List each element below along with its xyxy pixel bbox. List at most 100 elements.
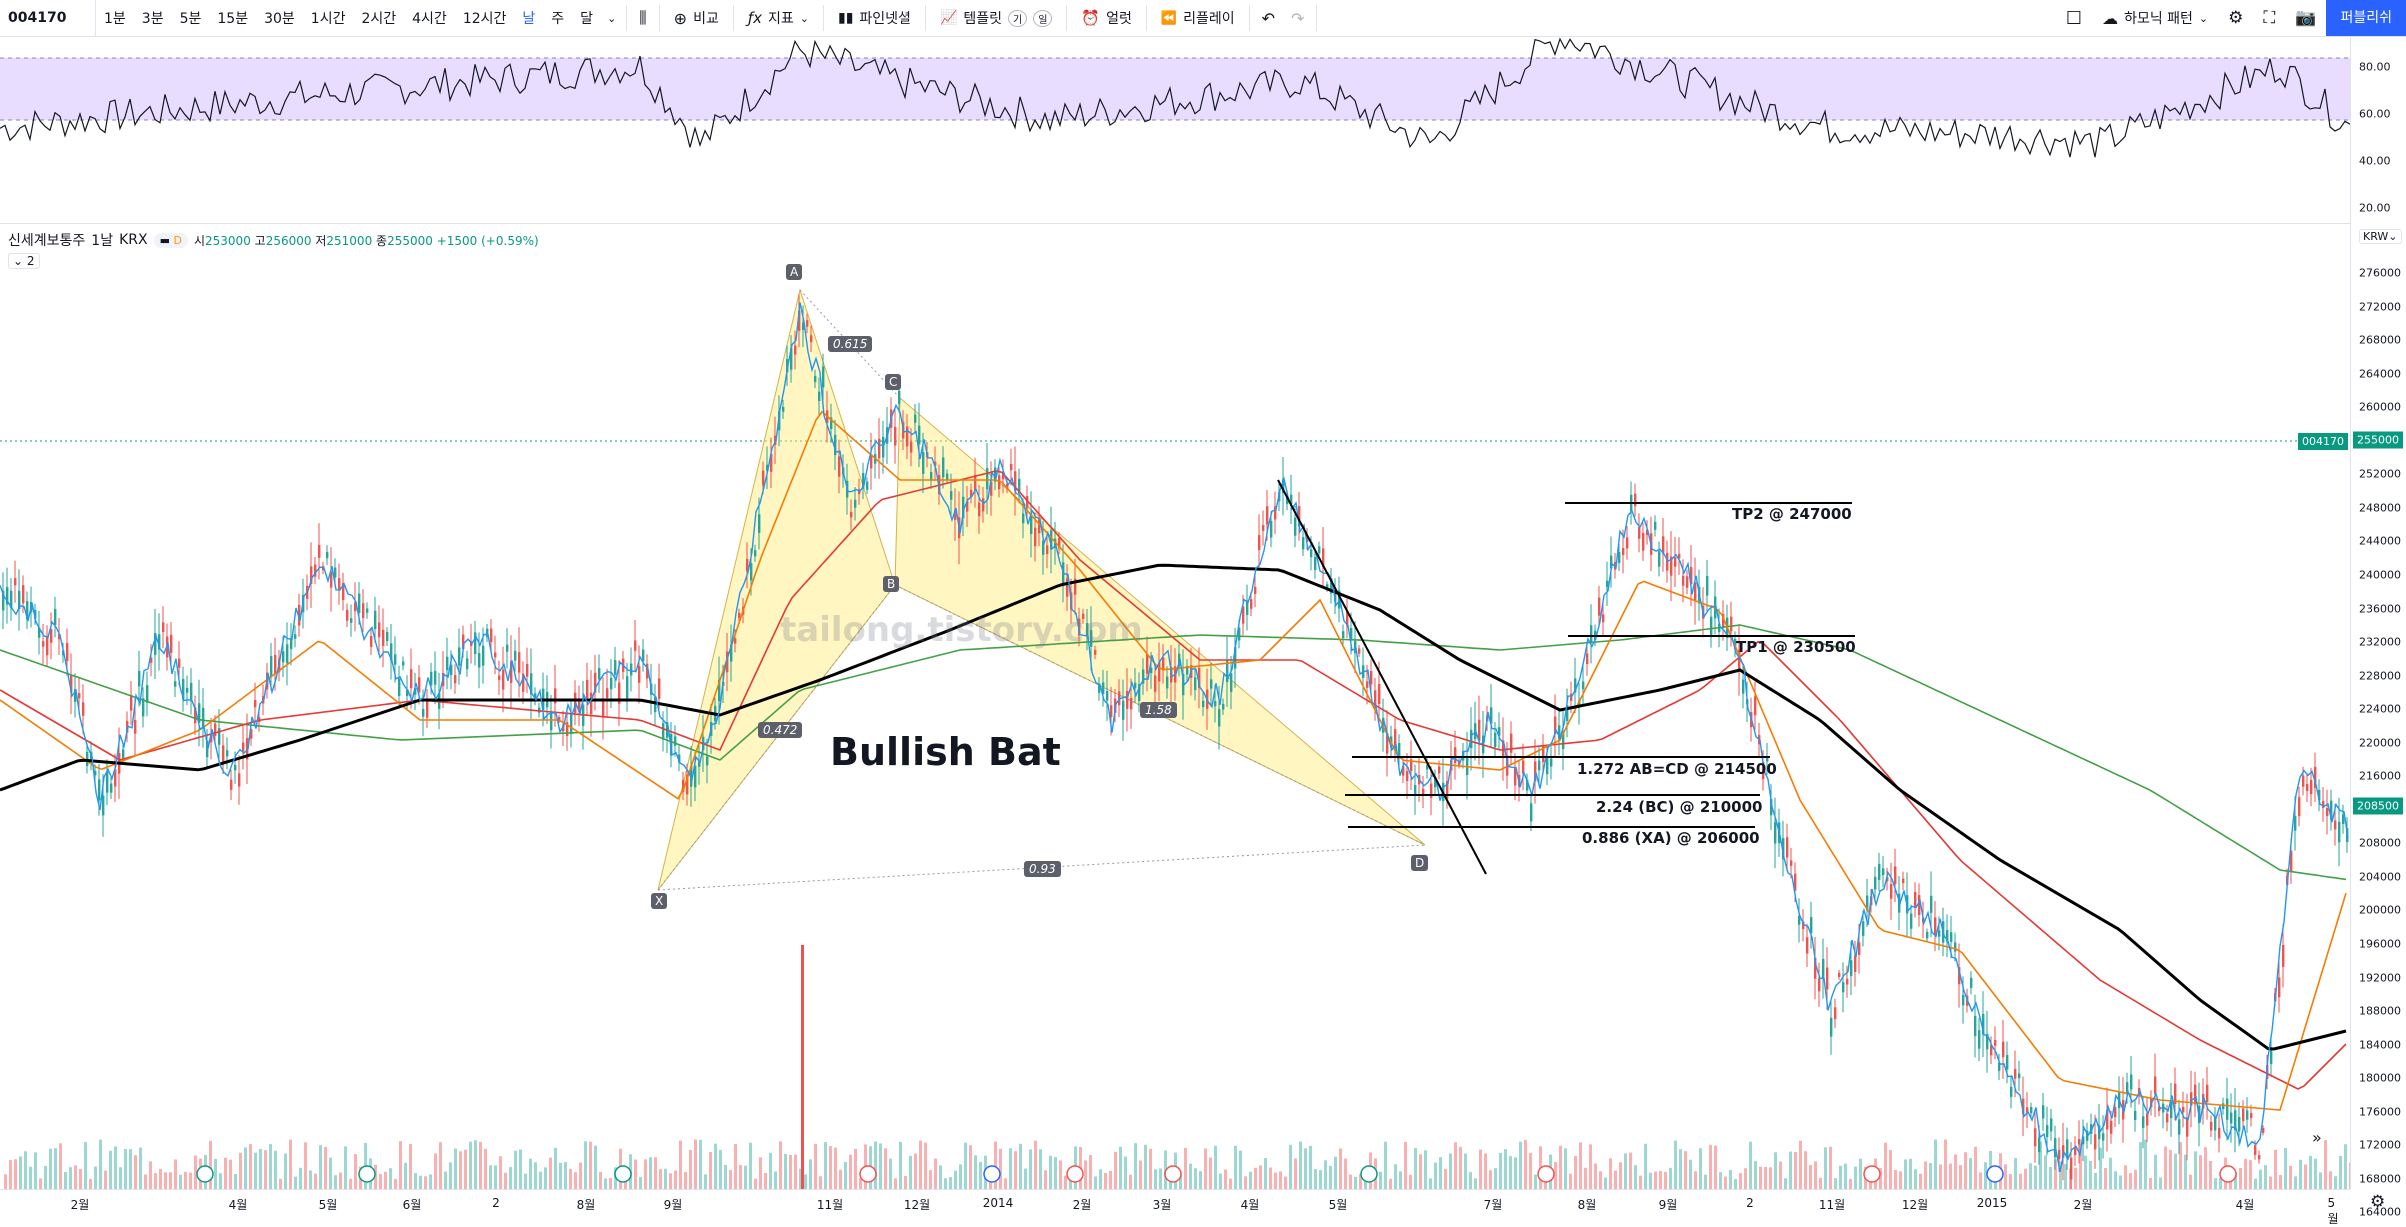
candle-body — [510, 661, 513, 683]
indicators-button[interactable]: ƒx 지표 ⌄ — [738, 8, 819, 28]
compare-button[interactable]: ⊕ 비교 — [664, 8, 729, 28]
time-label: 2월 — [70, 1198, 90, 1212]
candle-body — [1298, 506, 1301, 527]
chevron-down-icon[interactable]: ⌄ — [607, 11, 617, 25]
candle-body — [1130, 698, 1133, 710]
candle-body — [2114, 1107, 2117, 1118]
candle-body — [1142, 669, 1145, 684]
interval-2[interactable]: 5분 — [179, 11, 202, 27]
candle-body — [990, 481, 993, 496]
candle-body — [346, 609, 349, 621]
time-label: 2 — [492, 1196, 500, 1210]
replay-button[interactable]: ⏪ 리플레이 — [1151, 8, 1245, 28]
interval-5[interactable]: 1시간 — [310, 11, 346, 27]
candle-body — [234, 764, 237, 771]
pattern-point-c[interactable]: C — [885, 374, 902, 390]
last-close-tag: 208500 — [2353, 797, 2403, 815]
interval-7[interactable]: 4시간 — [412, 11, 447, 27]
candle-body — [42, 641, 45, 647]
interval-11[interactable]: 달 — [580, 11, 594, 27]
volume-bar — [384, 1171, 387, 1189]
layout-square-icon[interactable]: ☐ — [2065, 7, 2083, 29]
gear-icon[interactable]: ⚙ — [2228, 8, 2244, 28]
current-symbol-tag: 004170 — [2298, 433, 2348, 450]
interval-4[interactable]: 30분 — [264, 11, 295, 27]
volume-bar — [1654, 1171, 1657, 1189]
volume-bar — [1089, 1155, 1092, 1189]
candle-body — [2206, 1084, 2209, 1103]
candle-body — [1730, 616, 1733, 632]
interval-10[interactable]: 주 — [551, 11, 565, 27]
event-marker — [2219, 1165, 2237, 1183]
pattern-point-a[interactable]: A — [786, 264, 803, 280]
candle-body — [2234, 1110, 2237, 1131]
symbol-search[interactable]: 004170 — [0, 0, 96, 36]
legend-badge[interactable]: ▬ D — [153, 232, 188, 248]
undo-icon[interactable]: ↶ — [1261, 8, 1275, 28]
volume-bar — [784, 1153, 787, 1189]
candle-body — [1294, 517, 1297, 536]
interval-1[interactable]: 3분 — [141, 11, 164, 27]
currency-select[interactable]: KRW⌄ — [2359, 229, 2402, 244]
pattern-xd — [657, 844, 1426, 891]
volume-bar — [1494, 1168, 1497, 1189]
interval-9[interactable]: 날 — [522, 11, 536, 27]
level-abcd: 1.272 AB=CD @ 214500 — [1577, 760, 1777, 778]
volume-bar — [129, 1149, 132, 1189]
volume-bar — [499, 1156, 502, 1189]
price-tick: 252000 — [2359, 467, 2401, 481]
candle-body — [614, 660, 617, 675]
candle-body — [1654, 521, 1657, 530]
price-axis[interactable]: 80.00 60.00 40.00 20.00 KRW⌄ 276000 272000 26… — [2350, 37, 2406, 1219]
ma-red — [0, 470, 2347, 1090]
publish-button[interactable]: 퍼블리쉬 — [2326, 0, 2406, 36]
pattern-point-d[interactable]: D — [1411, 855, 1429, 871]
pattern-point-b[interactable]: B — [883, 576, 900, 592]
templates-button[interactable]: 📈 템플릿 기 일 — [930, 8, 1062, 28]
candle-body — [766, 464, 769, 471]
volume-bar — [2314, 1158, 2317, 1189]
alert-button[interactable]: ⏰ 얼럿 — [1071, 8, 1141, 28]
volume-bar — [354, 1154, 357, 1189]
volume-bar — [379, 1174, 382, 1189]
camera-icon[interactable]: 📷 — [2295, 8, 2317, 28]
interval-8[interactable]: 12시간 — [462, 11, 507, 27]
volume-bar — [2279, 1175, 2282, 1189]
price-chart-pane[interactable] — [0, 224, 2350, 1189]
candle-body — [686, 774, 689, 795]
legend-symbol-name[interactable]: 신세계보통주 — [8, 233, 86, 249]
fullscreen-icon[interactable]: ⛶ — [2263, 8, 2276, 28]
legend-collapse-button[interactable]: ⌄ 2 — [8, 253, 40, 269]
interval-3[interactable]: 15분 — [217, 11, 249, 27]
candle-body — [66, 643, 69, 662]
interval-6[interactable]: 2시간 — [361, 11, 397, 27]
candle-body — [646, 663, 649, 679]
volume-bar — [2304, 1164, 2307, 1189]
pine-button[interactable]: ▮▮ 파인넷셜 — [828, 8, 921, 28]
volume-bar — [1334, 1156, 1337, 1189]
volume-bar — [1699, 1148, 1702, 1189]
rewind-icon: ⏪ — [1160, 10, 1178, 26]
pattern-point-x[interactable]: X — [651, 893, 668, 909]
template-badge-1[interactable]: 기 — [1008, 9, 1028, 27]
gear-icon[interactable]: ⚙ — [2370, 1192, 2386, 1212]
candle-body — [1862, 921, 1865, 936]
candle-body — [762, 470, 765, 486]
time-axis[interactable]: 2월 4월 5월 6월 2 8월 9월 11월 12월 2014 2월 3월 4월 5월 7월 8월 9월 2 11… — [0, 1189, 2350, 1226]
candle-body — [1038, 519, 1041, 534]
volume-bar — [69, 1167, 72, 1189]
volume-bar — [1039, 1149, 1042, 1189]
volume-bar — [29, 1166, 32, 1189]
candle-style-icon[interactable]: ⫼ — [639, 8, 647, 27]
interval-0[interactable]: 1분 — [104, 11, 126, 27]
harmonic-pattern-button[interactable]: ☁ 하모닉 패턴 ⌄ — [2092, 8, 2218, 28]
candle-body — [834, 434, 837, 456]
volume-bar — [1264, 1158, 1267, 1189]
redo-icon[interactable]: ↷ — [1291, 8, 1305, 28]
volume-bar — [2119, 1175, 2122, 1189]
rsi-pane[interactable] — [0, 37, 2350, 224]
candle-body — [1034, 527, 1037, 547]
volume-bar — [1794, 1152, 1797, 1189]
template-badge-2[interactable]: 일 — [1033, 9, 1053, 27]
scroll-right-icon[interactable]: » — [2312, 1128, 2322, 1147]
